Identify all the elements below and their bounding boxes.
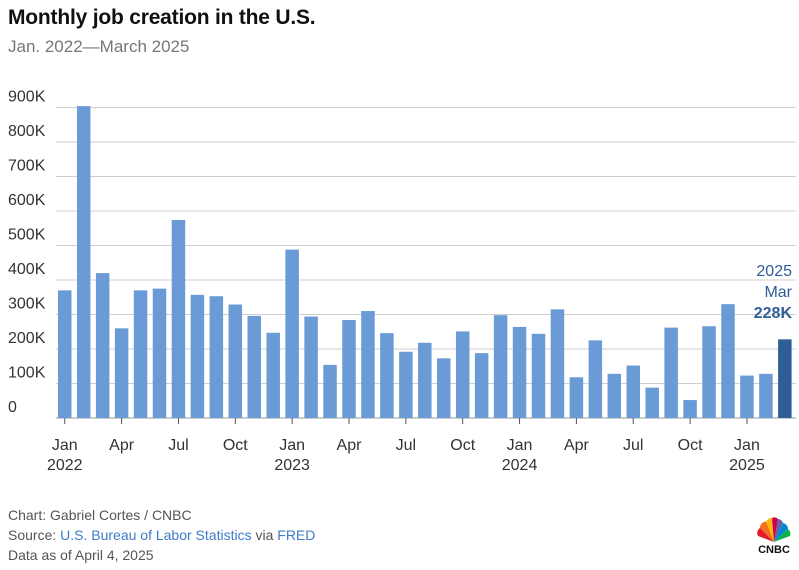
x-year-label: 2022 — [47, 457, 83, 474]
cnbc-logo: CNBC — [752, 516, 796, 562]
bar — [569, 377, 584, 418]
bar — [645, 387, 659, 418]
x-tick-label: Apr — [109, 437, 135, 454]
y-tick-label: 600K — [8, 192, 46, 209]
x-tick-label: Apr — [564, 437, 590, 454]
bar — [550, 309, 565, 418]
bar — [588, 340, 603, 418]
fred-link[interactable]: FRED — [277, 527, 316, 543]
bar — [740, 375, 754, 418]
bar — [152, 288, 167, 418]
bar — [607, 373, 622, 418]
bar — [95, 273, 110, 418]
bar — [683, 400, 697, 418]
y-tick-label: 300K — [8, 296, 46, 313]
x-tick-label: Jan — [507, 437, 533, 454]
bar — [380, 333, 394, 418]
y-tick-label: 200K — [8, 330, 46, 347]
bar — [114, 328, 129, 418]
annotation-month: Mar — [764, 284, 792, 301]
bar — [285, 249, 299, 418]
bar — [361, 311, 375, 418]
annotation-year: 2025 — [756, 263, 792, 280]
bars — [58, 106, 792, 419]
y-tick-label: 100K — [8, 365, 46, 382]
bar — [399, 351, 413, 418]
bar — [474, 353, 489, 418]
bar — [190, 294, 205, 418]
x-tick-label: Jul — [168, 437, 188, 454]
x-tick-label: Jul — [396, 437, 416, 454]
y-axis-labels: 0 100K 200K 300K 400K 500K 600K 700K 800K 900K — [8, 89, 46, 417]
bar — [721, 304, 735, 418]
bls-link[interactable]: U.S. Bureau of Labor Statistics — [60, 527, 252, 543]
highlight-annotation: 2025 Mar 228K — [754, 263, 793, 322]
peacock-logo-icon — [757, 517, 791, 542]
bar-chart: 0 100K 200K 300K 400K 500K 600K 700K 800K 900K Ja… — [8, 89, 796, 474]
bar — [455, 331, 470, 418]
y-tick-label: 800K — [8, 123, 46, 140]
bar — [133, 290, 148, 418]
bar — [209, 296, 224, 418]
chart-subtitle: Jan. 2022—March 2025 — [8, 37, 190, 56]
bar — [58, 290, 72, 418]
bar — [437, 358, 451, 418]
x-year-label: 2024 — [502, 457, 538, 474]
bar — [493, 315, 508, 418]
bar — [759, 373, 773, 418]
bar — [304, 316, 318, 418]
source-line: Source: U.S. Bureau of Labor Statistics … — [8, 527, 315, 543]
bar — [531, 333, 546, 418]
y-tick-label: 500K — [8, 227, 46, 244]
data-date: Data as of April 4, 2025 — [8, 547, 154, 563]
bar — [228, 304, 243, 418]
source-prefix: Source: — [8, 527, 61, 543]
x-tick-label: Jul — [623, 437, 643, 454]
logo-text: CNBC — [758, 544, 790, 556]
bar — [778, 339, 792, 418]
x-tick-label: Oct — [450, 437, 475, 454]
chart-title: Monthly job creation in the U.S. — [8, 6, 316, 29]
x-year-label: 2023 — [274, 457, 310, 474]
x-tick-label: Jan — [279, 437, 305, 454]
chart-credit: Chart: Gabriel Cortes / CNBC — [8, 507, 192, 523]
x-tick-label: Oct — [223, 437, 248, 454]
x-tick-label: Jan — [52, 437, 78, 454]
bar — [323, 364, 337, 418]
source-via: via — [251, 527, 278, 543]
bar — [664, 327, 678, 418]
annotation-value: 228K — [754, 305, 793, 322]
y-tick-label: 400K — [8, 261, 46, 278]
bar — [626, 365, 640, 418]
x-tick-label: Apr — [337, 437, 363, 454]
bar — [266, 332, 280, 418]
bar — [512, 326, 527, 418]
x-tick-label: Jan — [734, 437, 760, 454]
bar — [702, 326, 716, 418]
bar — [76, 106, 91, 419]
x-axis-labels: Jan 2022 Apr Jul Oct Jan 2023 Apr Jul Oct Jan 2024 A… — [47, 418, 765, 474]
bar — [171, 219, 186, 418]
x-year-label: 2025 — [729, 457, 765, 474]
x-tick-label: Oct — [678, 437, 703, 454]
y-tick-label: 900K — [8, 89, 46, 106]
y-tick-label: 0 — [8, 399, 17, 416]
bar — [418, 342, 432, 418]
y-tick-label: 700K — [8, 158, 46, 175]
bar — [342, 320, 356, 418]
bar — [247, 315, 261, 418]
